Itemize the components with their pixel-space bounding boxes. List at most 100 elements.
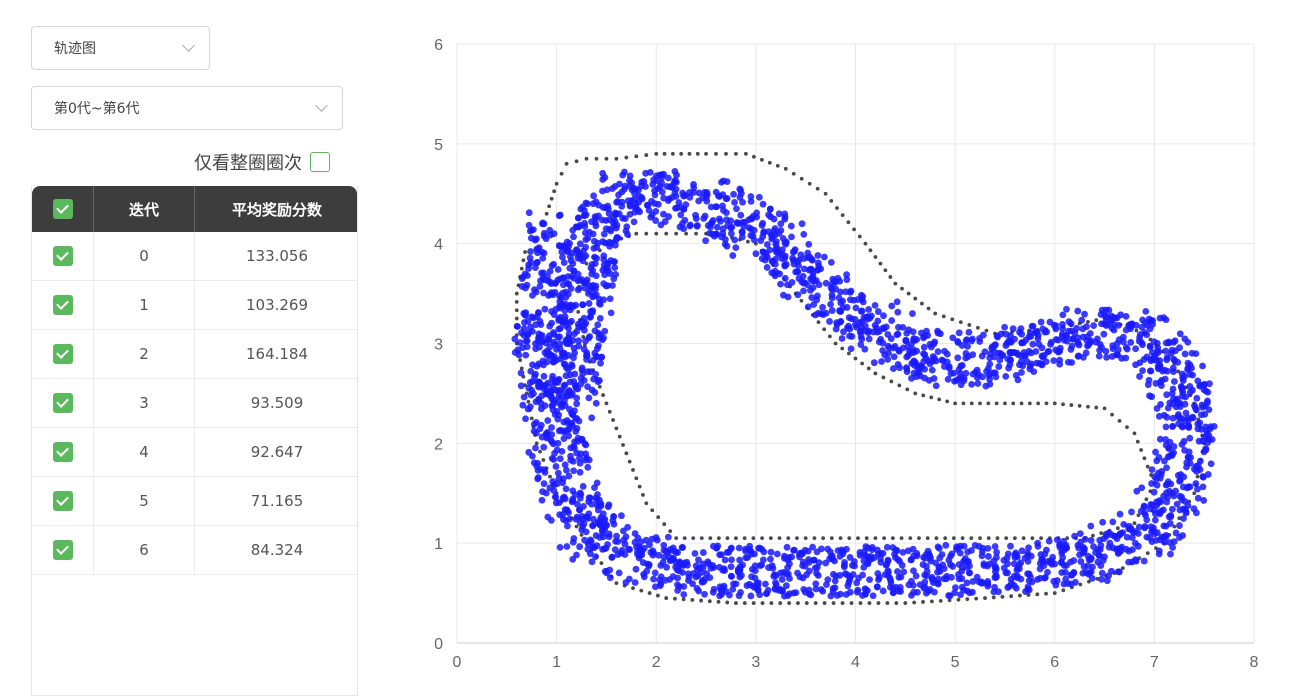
track-point (547, 204, 552, 209)
trajectory-point (873, 546, 881, 554)
table-row[interactable]: 2 164.184 (32, 330, 357, 379)
trajectory-point (928, 576, 936, 583)
trajectory-point (1021, 554, 1029, 562)
trajectory-point (1056, 347, 1063, 355)
trajectory-point (781, 592, 788, 600)
track-point (1117, 418, 1122, 423)
trajectory-point (583, 513, 591, 521)
trajectory-point (1143, 533, 1151, 541)
row-checkbox[interactable] (52, 393, 73, 413)
trajectory-point (599, 169, 607, 177)
trajectory-point (870, 359, 878, 367)
track-point (744, 151, 748, 156)
x-tick-label: 2 (652, 654, 661, 671)
trajectory-point (1096, 546, 1104, 553)
trajectory-point (759, 556, 767, 564)
trajectory-point (1103, 354, 1110, 361)
trajectory-point (618, 198, 626, 206)
trajectory-point (609, 282, 616, 289)
row-checkbox[interactable] (52, 344, 73, 364)
trajectory-point (828, 307, 836, 314)
row-checkbox[interactable] (52, 491, 73, 511)
trajectory-point (534, 475, 542, 483)
table-row[interactable]: 5 71.165 (32, 477, 357, 526)
trajectory-point (555, 317, 563, 324)
trajectory-point (568, 390, 576, 398)
trajectory-point (839, 297, 847, 305)
y-tick-label: 4 (434, 237, 443, 254)
trajectory-point (701, 590, 708, 598)
trajectory-point (591, 349, 599, 357)
table-row[interactable]: 4 92.647 (32, 428, 357, 477)
table-row[interactable]: 3 93.509 (32, 379, 357, 428)
trajectory-point (540, 372, 548, 380)
row-checkbox[interactable] (52, 442, 73, 462)
trajectory-point (782, 261, 790, 268)
trajectory-point (1174, 358, 1182, 366)
trajectory-point (943, 358, 951, 366)
trajectory-point (1185, 448, 1193, 456)
row-checkbox[interactable] (52, 246, 73, 266)
row-checkbox[interactable] (52, 295, 73, 315)
trajectory-point (812, 585, 820, 593)
trajectory-point (540, 466, 548, 474)
trajectory-point (608, 553, 616, 561)
trajectory-point (782, 582, 790, 590)
track-point (759, 157, 764, 162)
track-point (599, 561, 604, 566)
trajectory-point (679, 544, 687, 551)
select-all-checkbox[interactable] (52, 199, 73, 219)
trajectory-point (552, 493, 559, 501)
trajectory-point (594, 506, 602, 514)
trajectory-point (519, 401, 527, 409)
trajectory-point (592, 222, 600, 230)
trajectory-point (570, 274, 578, 282)
trajectory-point (561, 381, 569, 389)
table-row[interactable]: 6 84.324 (32, 526, 357, 575)
trajectory-point (1163, 356, 1171, 364)
trajectory-point (570, 467, 578, 475)
trajectory-point (540, 229, 548, 237)
trajectory-point (1140, 557, 1148, 565)
trajectory-point (871, 301, 879, 309)
trajectory-point (858, 296, 866, 303)
track-point (746, 239, 750, 244)
trajectory-point (1184, 338, 1192, 346)
trajectory-point (1002, 372, 1010, 380)
trajectory-point (605, 533, 613, 541)
trajectory-point (729, 585, 737, 593)
trajectory-point (856, 328, 864, 336)
trajectory-point (612, 537, 620, 545)
trajectory-point (585, 394, 593, 402)
full-lap-checkbox[interactable] (310, 152, 330, 172)
trajectory-point (968, 547, 975, 554)
trajectory-point (563, 543, 571, 550)
trajectory-point (873, 583, 881, 591)
iteration-range-select[interactable]: 第0代~第6代 (31, 86, 343, 130)
trajectory-point (827, 258, 835, 266)
trajectory-point (747, 193, 755, 200)
trajectory-point (944, 375, 952, 383)
chart-type-select[interactable]: 轨迹图 (31, 26, 210, 70)
trajectory-point (632, 565, 640, 573)
trajectory-point (574, 270, 582, 278)
track-point (644, 501, 649, 506)
track-point (574, 159, 579, 164)
row-checkbox[interactable] (52, 540, 73, 560)
trajectory-point (1156, 435, 1164, 443)
track-point (518, 358, 522, 363)
track-point (873, 371, 878, 376)
trajectory-point (934, 568, 941, 576)
trajectory-point (573, 551, 580, 559)
trajectory-point (1125, 558, 1132, 566)
table-row[interactable]: 0 133.056 (32, 232, 357, 281)
trajectory-point (554, 469, 562, 477)
table-row[interactable]: 1 103.269 (32, 281, 357, 330)
track-point (791, 171, 796, 176)
trajectory-point (1018, 339, 1026, 347)
track-point (827, 334, 832, 339)
track-point (716, 599, 721, 604)
trajectory-point (770, 572, 778, 580)
trajectory-point (820, 253, 828, 261)
trajectory-point (1132, 345, 1140, 353)
